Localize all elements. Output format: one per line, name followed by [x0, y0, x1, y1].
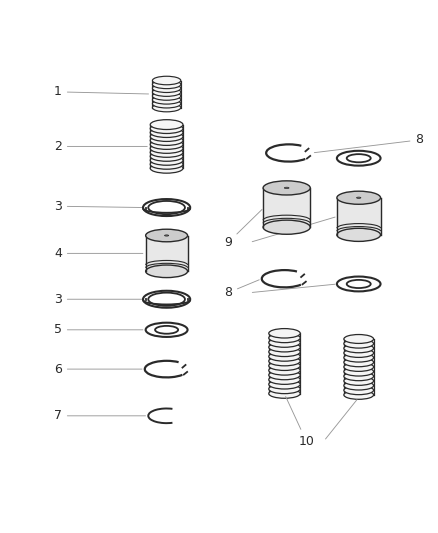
- Ellipse shape: [150, 132, 183, 141]
- Text: 10: 10: [286, 397, 314, 448]
- Text: 8: 8: [314, 133, 424, 152]
- Ellipse shape: [269, 338, 300, 348]
- Ellipse shape: [152, 100, 181, 108]
- Polygon shape: [337, 198, 381, 235]
- Ellipse shape: [344, 335, 374, 343]
- Ellipse shape: [347, 280, 371, 288]
- Ellipse shape: [269, 347, 300, 357]
- Polygon shape: [146, 236, 187, 271]
- Ellipse shape: [269, 333, 300, 343]
- Ellipse shape: [150, 148, 183, 157]
- Ellipse shape: [344, 372, 374, 381]
- Ellipse shape: [150, 143, 183, 154]
- Ellipse shape: [146, 229, 187, 242]
- Ellipse shape: [143, 199, 190, 216]
- Ellipse shape: [150, 124, 183, 133]
- Text: 7: 7: [54, 409, 145, 422]
- Ellipse shape: [263, 181, 310, 195]
- Ellipse shape: [269, 389, 300, 398]
- Ellipse shape: [152, 88, 181, 96]
- Ellipse shape: [143, 291, 190, 308]
- Ellipse shape: [146, 265, 187, 278]
- Ellipse shape: [152, 103, 181, 112]
- Ellipse shape: [152, 76, 181, 85]
- Ellipse shape: [150, 140, 183, 149]
- Ellipse shape: [150, 156, 183, 165]
- Ellipse shape: [344, 344, 374, 353]
- Ellipse shape: [269, 328, 300, 338]
- Ellipse shape: [344, 381, 374, 390]
- Ellipse shape: [269, 375, 300, 384]
- Ellipse shape: [152, 84, 181, 93]
- Ellipse shape: [344, 339, 374, 348]
- Ellipse shape: [269, 361, 300, 370]
- Ellipse shape: [152, 92, 181, 100]
- Ellipse shape: [150, 163, 183, 173]
- Ellipse shape: [357, 197, 361, 198]
- Ellipse shape: [344, 362, 374, 372]
- Ellipse shape: [165, 235, 169, 236]
- Ellipse shape: [344, 386, 374, 394]
- Ellipse shape: [344, 353, 374, 362]
- Ellipse shape: [148, 201, 185, 214]
- Ellipse shape: [344, 376, 374, 385]
- Text: 1: 1: [54, 85, 148, 99]
- Ellipse shape: [347, 154, 371, 163]
- Ellipse shape: [337, 191, 381, 204]
- Ellipse shape: [152, 80, 181, 88]
- Text: 6: 6: [54, 362, 142, 376]
- Ellipse shape: [337, 151, 381, 166]
- Ellipse shape: [269, 366, 300, 375]
- Ellipse shape: [269, 379, 300, 389]
- Text: 4: 4: [54, 247, 143, 260]
- Ellipse shape: [337, 228, 381, 241]
- Ellipse shape: [269, 370, 300, 379]
- Ellipse shape: [150, 151, 183, 161]
- Ellipse shape: [269, 352, 300, 361]
- Ellipse shape: [344, 349, 374, 358]
- Ellipse shape: [269, 343, 300, 352]
- Ellipse shape: [344, 367, 374, 376]
- Ellipse shape: [344, 390, 374, 399]
- Ellipse shape: [146, 322, 187, 337]
- Ellipse shape: [263, 220, 310, 235]
- Ellipse shape: [150, 120, 183, 130]
- Ellipse shape: [337, 277, 381, 292]
- Ellipse shape: [150, 127, 183, 138]
- Ellipse shape: [344, 358, 374, 367]
- Ellipse shape: [284, 187, 289, 189]
- Ellipse shape: [148, 293, 185, 306]
- Text: 2: 2: [54, 140, 147, 153]
- Ellipse shape: [150, 135, 183, 146]
- Text: 5: 5: [54, 324, 143, 336]
- Text: 3: 3: [54, 200, 143, 213]
- Polygon shape: [263, 188, 310, 227]
- Ellipse shape: [155, 326, 178, 334]
- Ellipse shape: [269, 384, 300, 394]
- Text: 8: 8: [224, 280, 259, 299]
- Ellipse shape: [152, 95, 181, 104]
- Ellipse shape: [269, 357, 300, 366]
- Ellipse shape: [150, 159, 183, 169]
- Text: 3: 3: [54, 293, 143, 306]
- Text: 9: 9: [224, 209, 262, 249]
